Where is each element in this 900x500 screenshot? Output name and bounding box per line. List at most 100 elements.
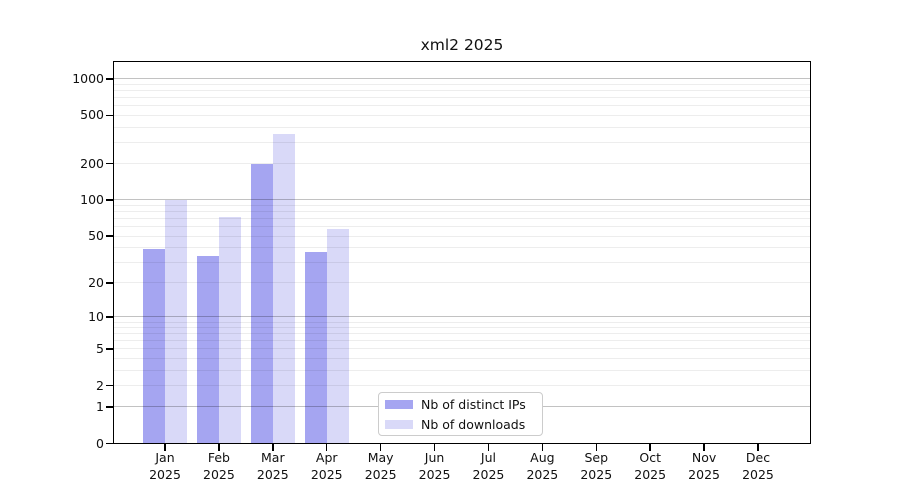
- legend-label-downloads: Nb of downloads: [421, 416, 526, 432]
- x-tick-label-year: 2025: [256, 466, 289, 482]
- y-gridline-minor: [114, 261, 810, 263]
- y-tick: [106, 316, 113, 318]
- x-tick: [487, 444, 490, 451]
- x-tick-label-year: 2025: [310, 466, 343, 482]
- x-tick: [433, 444, 436, 451]
- x-tick-label-year: 2025: [742, 466, 774, 482]
- y-gridline-minor: [114, 385, 810, 387]
- y-gridline-minor: [114, 235, 810, 237]
- bar-downloads: [326, 229, 349, 444]
- y-tick-label: 50: [88, 228, 104, 244]
- x-tick-label-year: 2025: [472, 466, 505, 482]
- legend-swatch-distinct-ips: [385, 399, 413, 409]
- y-gridline-major: [114, 316, 810, 318]
- x-tick-label-year: 2025: [203, 466, 235, 482]
- y-tick-label: 500: [80, 107, 104, 123]
- x-tick-label-month: Nov: [691, 450, 717, 465]
- x-tick-label: Mar 2025: [246, 450, 300, 483]
- x-tick-label-month: Mar: [261, 450, 285, 465]
- y-gridline-minor: [114, 358, 810, 360]
- x-tick-label-month: Jan: [155, 450, 175, 465]
- x-tick-label: Jun 2025: [408, 450, 462, 483]
- x-tick: [218, 444, 220, 451]
- y-tick: [106, 348, 113, 350]
- legend-swatch-downloads: [385, 419, 413, 429]
- x-tick: [164, 444, 166, 451]
- y-gridline-minor: [114, 211, 810, 213]
- y-tick: [106, 384, 113, 387]
- y-gridline-minor: [114, 84, 810, 85]
- x-tick-label: Dec 2025: [731, 450, 785, 483]
- y-tick-label: 100: [80, 191, 104, 207]
- x-tick-label-month: Sep: [584, 450, 609, 465]
- x-tick-label-month: Feb: [207, 450, 230, 465]
- y-tick-label: 2: [96, 377, 104, 393]
- y-tick: [106, 78, 113, 80]
- x-tick-label-year: 2025: [634, 466, 667, 482]
- legend-item-distinct-ips: Nb of distinct IPs: [379, 395, 542, 413]
- bar-distinct-ips: [250, 163, 273, 444]
- y-gridline-minor: [114, 97, 810, 99]
- y-gridline-minor: [114, 369, 810, 371]
- y-tick: [106, 162, 113, 165]
- x-tick-label: Apr 2025: [300, 450, 354, 483]
- x-tick-label-month: May: [367, 450, 394, 465]
- bar-downloads: [165, 199, 187, 444]
- x-tick-label: Aug 2025: [515, 450, 569, 483]
- x-tick-label-year: 2025: [149, 466, 181, 482]
- x-tick-label-month: Aug: [530, 450, 555, 465]
- y-tick: [106, 235, 113, 237]
- bar-downloads: [218, 217, 241, 444]
- legend-label-distinct-ips: Nb of distinct IPs: [421, 396, 526, 412]
- y-tick-label: 0: [96, 435, 104, 451]
- legend-item-downloads: Nb of downloads: [379, 415, 542, 433]
- x-tick-label-month: Jun: [424, 450, 445, 465]
- y-gridline-minor: [114, 340, 810, 342]
- x-tick-label: Feb 2025: [192, 450, 246, 483]
- bar-distinct-ips: [196, 255, 219, 444]
- y-gridline-minor: [114, 282, 810, 284]
- chart-title: xml2 2025: [420, 36, 504, 54]
- y-gridline-minor: [114, 141, 810, 143]
- x-tick: [272, 444, 274, 451]
- x-tick: [325, 444, 328, 451]
- y-tick: [106, 114, 113, 117]
- x-tick-label: May 2025: [354, 450, 408, 483]
- x-tick-label-month: Dec: [745, 450, 771, 465]
- y-tick-label: 1: [96, 398, 104, 414]
- y-gridline-major: [114, 78, 810, 80]
- y-gridline-minor: [114, 327, 810, 329]
- x-tick-label-year: 2025: [364, 466, 397, 482]
- x-tick: [757, 444, 759, 451]
- x-tick-label: Jan 2025: [138, 450, 192, 483]
- y-tick: [106, 442, 113, 445]
- x-tick: [703, 444, 705, 451]
- y-gridline-minor: [114, 105, 810, 107]
- x-tick-label: Nov 2025: [677, 450, 731, 483]
- bar-distinct-ips: [304, 251, 327, 444]
- y-gridline-minor: [114, 163, 810, 165]
- legend: Nb of distinct IPs Nb of downloads: [378, 392, 543, 436]
- y-gridline-minor: [114, 348, 810, 350]
- x-tick-label-year: 2025: [418, 466, 451, 482]
- x-tick-label: Jul 2025: [461, 450, 515, 483]
- bar-distinct-ips: [143, 248, 165, 444]
- y-tick: [106, 199, 113, 201]
- y-tick-label: 10: [88, 308, 104, 324]
- y-gridline-minor: [114, 247, 810, 249]
- y-gridline-minor: [114, 204, 810, 206]
- y-tick: [106, 282, 113, 284]
- x-tick-label-year: 2025: [580, 466, 613, 482]
- x-tick: [541, 444, 544, 451]
- y-tick-label: 5: [96, 340, 104, 356]
- y-gridline-minor: [114, 126, 810, 128]
- x-tick-label-year: 2025: [526, 466, 559, 482]
- x-tick-label-month: Jul: [480, 450, 496, 465]
- x-tick: [379, 444, 382, 451]
- x-tick: [595, 444, 598, 451]
- y-gridline-minor: [114, 226, 810, 228]
- x-tick: [649, 444, 651, 451]
- y-gridline-minor: [114, 90, 810, 92]
- y-tick-label: 1000: [72, 70, 104, 86]
